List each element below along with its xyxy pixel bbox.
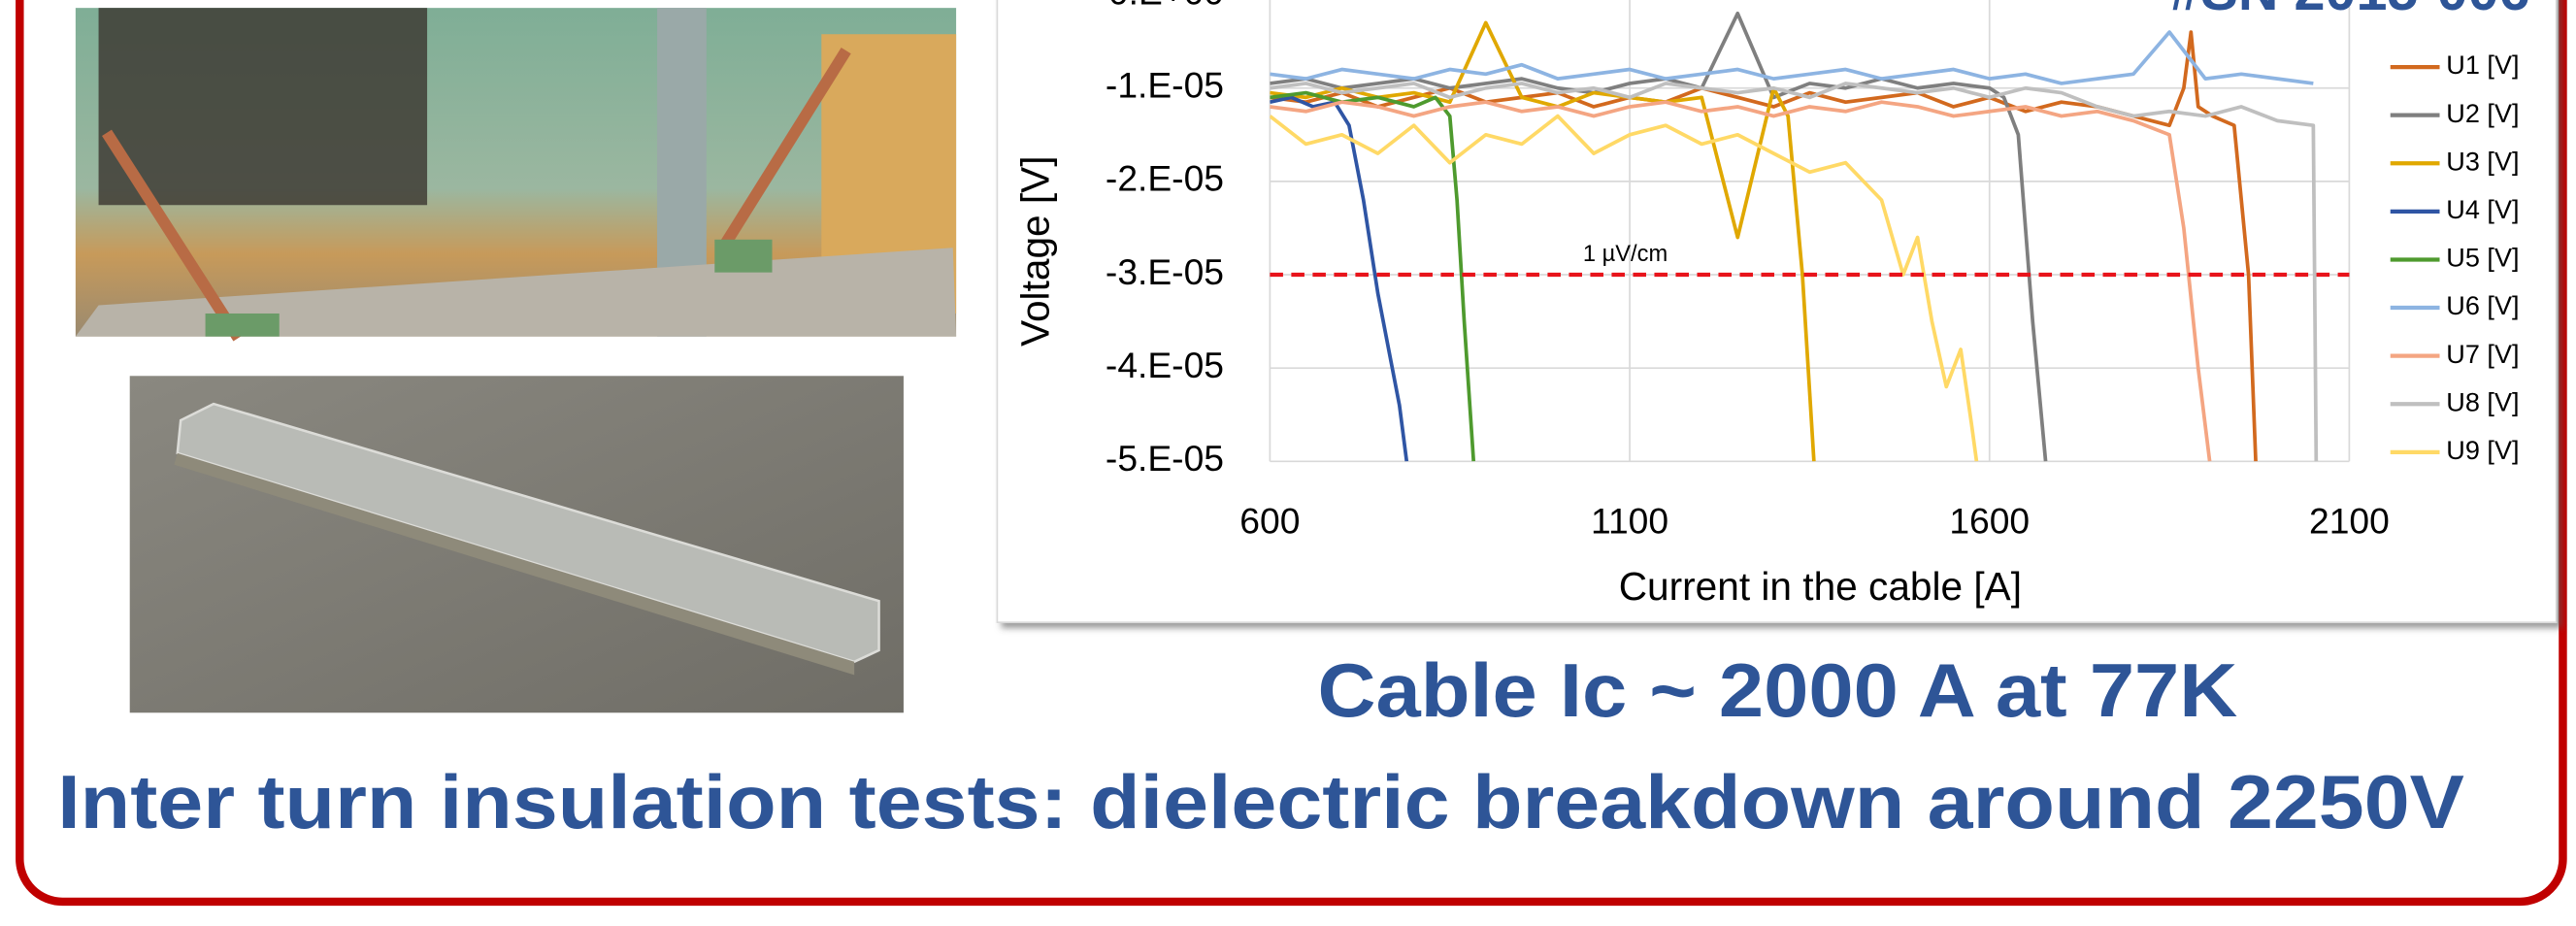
chart-annotation: #SN 2015-006 bbox=[2170, 0, 2530, 22]
legend-label: U9 [V] bbox=[2446, 435, 2519, 465]
caption: Cable Ic ~ 2000 A at 77K bbox=[1317, 649, 2237, 733]
slide: 0.E+00 -1.E-05 -2.E-05 -3.E-05 -4.E-05 -5.E-0… bbox=[0, 0, 2576, 926]
y-tick-label: 0.E+00 bbox=[1108, 0, 1224, 12]
footer: Inter turn insulation tests: dielectric … bbox=[57, 761, 2464, 844]
legend-label: U5 [V] bbox=[2446, 243, 2519, 273]
legend-label: U4 [V] bbox=[2446, 194, 2519, 224]
legend-label: U7 [V] bbox=[2446, 339, 2519, 369]
threshold-label: 1 µV/cm bbox=[1583, 242, 1668, 267]
photo-cable bbox=[130, 376, 904, 712]
y-tick-label: -3.E-05 bbox=[1106, 251, 1224, 292]
legend-label: U6 [V] bbox=[2446, 290, 2519, 320]
x-tick-label: 600 bbox=[1239, 500, 1300, 541]
x-axis-title: Current in the cable [A] bbox=[1619, 564, 2022, 609]
y-tick-label: -5.E-05 bbox=[1106, 438, 1224, 479]
photo-setup bbox=[76, 8, 956, 338]
y-tick-label: -2.E-05 bbox=[1106, 158, 1224, 199]
y-tick-label: -1.E-05 bbox=[1106, 65, 1224, 106]
legend-label: U3 [V] bbox=[2446, 146, 2519, 176]
legend-label: U2 [V] bbox=[2446, 98, 2519, 128]
x-tick-label: 1600 bbox=[1949, 500, 2030, 541]
x-tick-label: 1100 bbox=[1591, 500, 1668, 541]
legend-label: U1 [V] bbox=[2446, 50, 2519, 80]
x-tick-label: 2100 bbox=[2309, 500, 2390, 541]
y-axis-title: Voltage [V] bbox=[1012, 155, 1057, 346]
page: 0.E+00 -1.E-05 -2.E-05 -3.E-05 -4.E-05 -5.E-0… bbox=[0, 0, 2576, 926]
y-tick-label: -4.E-05 bbox=[1106, 345, 1224, 385]
legend-label: U8 [V] bbox=[2446, 386, 2519, 416]
